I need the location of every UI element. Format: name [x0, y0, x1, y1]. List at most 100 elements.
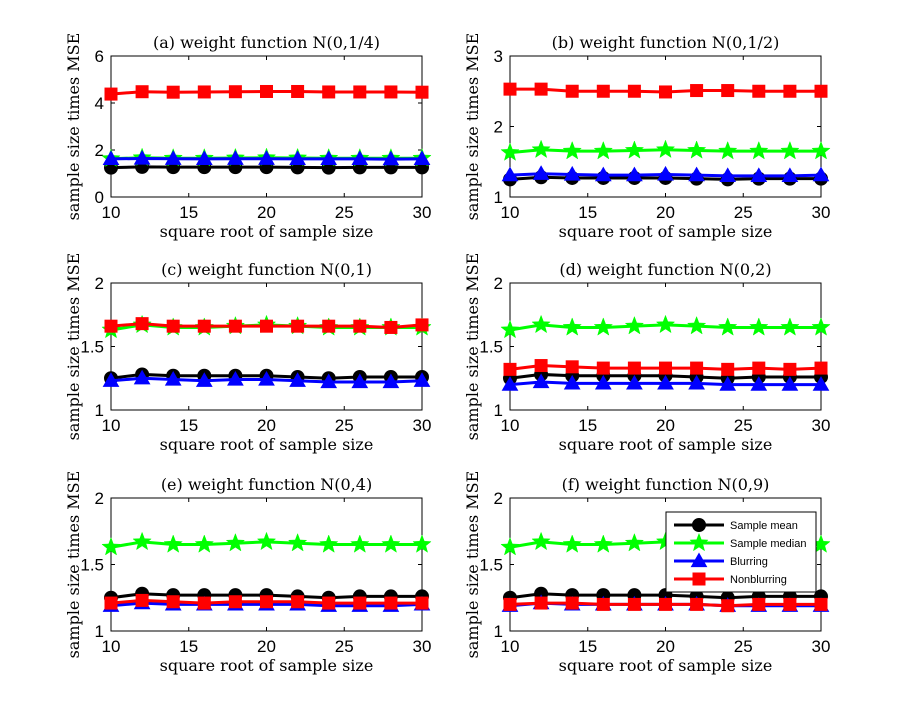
x-tick-label: 30: [413, 637, 432, 656]
series-nonblurring: [104, 84, 429, 101]
y-tick-label: 1: [95, 622, 104, 641]
data-point: [415, 85, 429, 99]
chart-panel-4: 10 15 20 25 30 1 1.5 2 (d) weight function N(0,2…: [463, 253, 831, 454]
legend-swatch-marker: [689, 532, 709, 552]
data-point: [752, 361, 766, 375]
data-point: [166, 319, 180, 333]
data-point: [783, 362, 797, 376]
data-point: [624, 533, 645, 552]
data-point: [289, 372, 306, 387]
y-tick-label: 4: [95, 94, 104, 113]
chart-title: (f) weight function N(0,9): [562, 475, 770, 494]
data-point: [260, 319, 273, 333]
data-point: [322, 596, 336, 610]
y-tick-label: 6: [95, 47, 104, 66]
x-axis-label: square root of sample size: [559, 656, 773, 675]
chart-title: (c) weight function N(0,1): [161, 260, 372, 279]
data-point: [500, 142, 520, 161]
data-point: [531, 531, 551, 551]
x-tick-label: 10: [501, 416, 520, 435]
x-tick-label: 15: [179, 203, 198, 222]
data-point: [565, 596, 579, 610]
y-tick-label: 1: [95, 401, 104, 420]
data-point: [258, 150, 275, 165]
chart-panel-5: 10 15 20 25 30 1 1.5 2 (e) weight function N(0,4…: [64, 471, 432, 675]
data-point: [596, 84, 610, 98]
series-blurring: [102, 149, 431, 166]
data-point: [814, 361, 828, 375]
x-tick-label: 25: [335, 637, 354, 656]
data-point: [194, 534, 215, 553]
series-blurring: [102, 369, 431, 389]
y-tick-label: 1.5: [80, 338, 104, 357]
data-point: [814, 597, 828, 611]
data-point: [197, 319, 211, 333]
x-tick-label: 20: [257, 637, 276, 656]
y-tick-label: 1.5: [479, 556, 503, 575]
data-point: [353, 319, 367, 333]
data-point: [563, 374, 581, 390]
x-tick-label: 25: [335, 416, 354, 435]
data-point: [594, 166, 612, 182]
data-point: [227, 150, 244, 165]
chart-title: (d) weight function N(0,2): [559, 260, 771, 279]
chart-panel-1: 10 15 20 25 30 0 2 4 6 (a) weight function N(0,1/…: [64, 33, 432, 241]
x-tick-label: 25: [335, 203, 354, 222]
data-point: [624, 140, 645, 159]
data-point: [749, 317, 769, 336]
y-axis-label: sample size times MSE: [64, 471, 83, 659]
y-tick-label: 1.5: [479, 338, 503, 357]
legend-swatch-marker: [692, 518, 706, 532]
series-nonblurring: [503, 82, 828, 99]
data-point: [627, 84, 641, 98]
data-point: [503, 362, 517, 376]
data-point: [749, 140, 769, 160]
data-point: [104, 596, 118, 610]
x-tick-label: 20: [656, 637, 675, 656]
y-tick-label: 2: [494, 274, 503, 293]
legend-swatch-marker: [692, 572, 706, 586]
data-point: [780, 140, 800, 160]
series-sample-median: [500, 139, 831, 161]
data-point: [659, 597, 672, 611]
data-point: [228, 319, 242, 333]
axes-box: [110, 497, 423, 632]
data-point: [135, 317, 149, 331]
data-point: [225, 533, 246, 552]
data-point: [415, 596, 429, 610]
data-point: [291, 319, 305, 333]
data-point: [381, 534, 401, 553]
data-point: [563, 165, 581, 181]
data-point: [260, 595, 273, 609]
x-tick-label: 20: [656, 203, 675, 222]
data-point: [135, 85, 149, 99]
data-point: [811, 317, 831, 336]
y-tick-label: 3: [494, 47, 503, 66]
data-point: [413, 372, 431, 387]
data-point: [690, 597, 704, 611]
y-tick-label: 2: [95, 274, 104, 293]
x-tick-label: 20: [257, 203, 276, 222]
x-tick-label: 25: [734, 416, 753, 435]
data-point: [534, 359, 548, 373]
x-tick-label: 30: [413, 416, 432, 435]
data-point: [532, 165, 550, 180]
data-point: [318, 534, 339, 553]
data-point: [811, 140, 831, 160]
data-point: [655, 139, 676, 159]
data-point: [384, 85, 398, 99]
data-point: [320, 373, 338, 389]
x-tick-label: 10: [102, 637, 121, 656]
data-point: [812, 166, 830, 182]
data-point: [719, 376, 737, 391]
data-point: [163, 534, 183, 553]
x-tick-label: 10: [102, 203, 121, 222]
y-tick-label: 1: [494, 622, 503, 641]
data-point: [562, 317, 582, 336]
y-tick-label: 2: [494, 118, 503, 137]
data-point: [783, 84, 797, 98]
data-point: [500, 536, 520, 556]
data-point: [287, 533, 308, 552]
data-point: [721, 599, 735, 613]
